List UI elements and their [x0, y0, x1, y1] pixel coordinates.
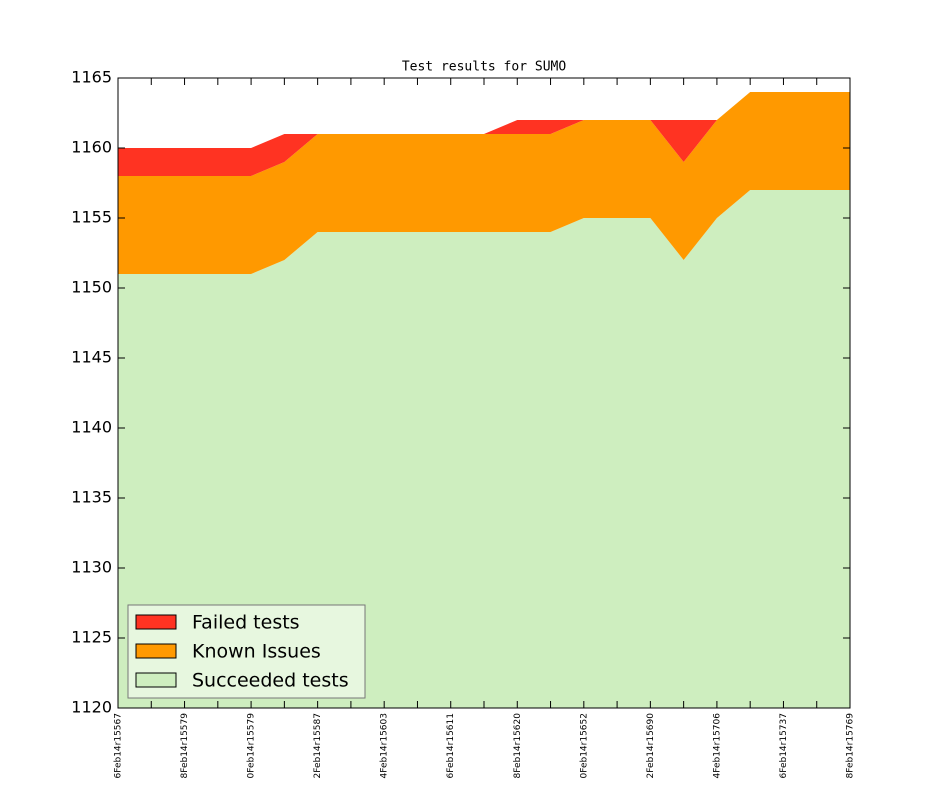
x-tick-label: 8Feb14r15769 [846, 713, 856, 779]
legend-label: Succeeded tests [192, 670, 349, 692]
area [118, 92, 850, 176]
x-tick-label: 2Feb14r15587 [313, 713, 323, 778]
x-tick-label: 6Feb14r15567 [114, 713, 124, 778]
x-tick-label: 6Feb14r15737 [779, 713, 789, 778]
y-tick-label: 1135 [71, 488, 112, 507]
x-tick-label: 4Feb14r15603 [380, 713, 390, 778]
x-tick-label: 2Feb14r15690 [646, 713, 656, 779]
chart-title: Test results for SUMO [402, 60, 567, 75]
y-tick-label: 1155 [71, 208, 112, 227]
x-tick-label: 8Feb14r15620 [513, 713, 523, 779]
y-tick-label: 1140 [71, 418, 112, 437]
y-tick-label: 1150 [71, 278, 112, 297]
y-tick-label: 1130 [71, 558, 112, 577]
x-tick-label: 4Feb14r15706 [712, 713, 722, 779]
legend-swatch [135, 614, 177, 630]
y-tick-label: 1125 [71, 628, 112, 647]
area [118, 92, 850, 274]
y-tick-label: 1145 [71, 348, 112, 367]
x-tick-label: 0Feb14r15652 [579, 713, 589, 778]
legend-label: Known Issues [192, 641, 321, 663]
legend-swatch [135, 643, 177, 659]
y-tick-label: 1160 [71, 138, 112, 157]
x-tick-label: 6Feb14r15611 [446, 713, 456, 778]
x-tick-label: 0Feb14r15579 [247, 713, 257, 779]
y-tick-label: 1165 [71, 68, 112, 87]
area [118, 190, 850, 708]
y-tick-label: 1120 [71, 698, 112, 717]
legend-label: Failed tests [192, 612, 300, 634]
x-tick-label: 8Feb14r15579 [180, 713, 190, 779]
legend-swatch [135, 672, 177, 688]
